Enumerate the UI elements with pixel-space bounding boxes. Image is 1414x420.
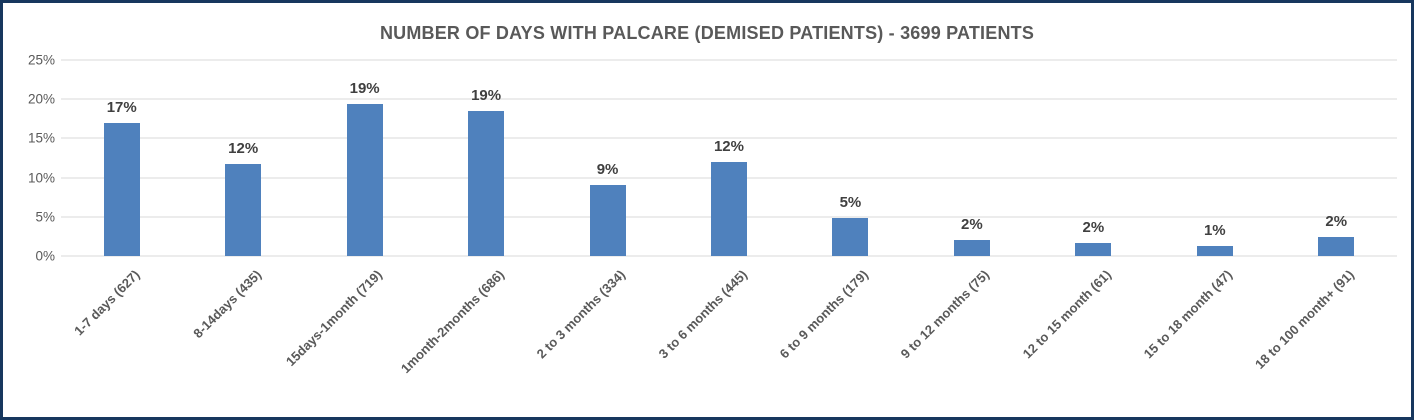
- bar: [468, 110, 505, 256]
- x-axis-label: 8-14days (435): [189, 267, 264, 341]
- chart-title: NUMBER OF DAYS WITH PALCARE (DEMISED PAT…: [379, 23, 1035, 43]
- bar: [710, 161, 747, 256]
- bar-value-label: 12%: [713, 137, 744, 155]
- x-label-cell: 8-14days (435): [182, 257, 303, 417]
- bar-series: 17% 12% 19% 19% 9% 12% 5% 2% 2% 1% 2%: [61, 60, 1397, 256]
- bar: [346, 103, 383, 256]
- y-axis: 25% 20% 15% 10% 5% 0%: [11, 53, 55, 264]
- gridline: [61, 137, 1397, 139]
- x-axis-label: 15 to 18 month (47): [1141, 267, 1236, 362]
- y-tick-label: 5%: [35, 209, 55, 225]
- bar: [1075, 243, 1112, 256]
- y-tick-label: 20%: [27, 91, 55, 107]
- bar-column: 19%: [425, 60, 546, 256]
- x-label-cell: 9 to 12 months (75): [898, 257, 1032, 417]
- bar-value-label: 19%: [471, 86, 502, 104]
- bar-column: 2%: [1276, 60, 1397, 256]
- x-label-cell: 18 to 100 month+ (91): [1252, 257, 1397, 417]
- x-label-cell: 3 to 6 months (445): [655, 257, 789, 417]
- x-axis-label: 1-7 days (627): [70, 267, 143, 339]
- x-axis-label: 9 to 12 months (75): [898, 267, 993, 362]
- y-tick-label: 15%: [27, 130, 55, 146]
- x-label-cell: 2 to 3 months (334): [534, 257, 668, 417]
- bar: [1318, 236, 1355, 256]
- bar-column: 2%: [911, 60, 1032, 256]
- y-tick-label: 25%: [27, 52, 55, 68]
- x-label-cell: 6 to 9 months (179): [777, 257, 911, 417]
- bar: [103, 123, 140, 256]
- bar-column: 12%: [668, 60, 789, 256]
- bar-value-label: 2%: [1325, 212, 1348, 230]
- x-label-cell: 15days-1month (719): [283, 257, 425, 417]
- gridline: [61, 255, 1397, 257]
- bar-column: 1%: [1154, 60, 1275, 256]
- bar: [953, 240, 990, 256]
- x-axis-label: 2 to 3 months (334): [533, 267, 629, 362]
- x-label-cell: 1-7 days (627): [61, 257, 182, 417]
- bar-value-label: 17%: [106, 99, 137, 117]
- bar-column: 19%: [304, 60, 425, 256]
- y-tick-label: 0%: [35, 248, 55, 264]
- bar: [225, 163, 262, 256]
- bar-column: 2%: [1033, 60, 1154, 256]
- bar-value-label: 12%: [228, 139, 259, 157]
- gridline: [61, 59, 1397, 61]
- bar-column: 17%: [61, 60, 182, 256]
- bar: [589, 185, 626, 256]
- bar: [832, 218, 869, 256]
- bar-value-label: 1%: [1203, 222, 1226, 240]
- x-axis: 1-7 days (627) 8-14days (435) 15days-1mont…: [61, 257, 1397, 417]
- gridline: [61, 98, 1397, 100]
- bar-value-label: 2%: [961, 216, 983, 234]
- bar: [1196, 246, 1233, 256]
- x-label-cell: 15 to 18 month (47): [1141, 257, 1275, 417]
- bar-value-label: 2%: [1082, 219, 1105, 237]
- y-tick-label: 10%: [27, 170, 55, 186]
- bar-column: 12%: [182, 60, 303, 256]
- bar-column: 5%: [790, 60, 911, 256]
- bar-value-label: 5%: [839, 194, 862, 212]
- x-label-cell: 12 to 15 month (61): [1020, 257, 1154, 417]
- plot-area: 17% 12% 19% 19% 9% 12% 5% 2% 2% 1% 2%: [61, 59, 1397, 257]
- x-axis-label: 3 to 6 months (445): [655, 267, 750, 362]
- x-label-cell: 1month-2months (686): [398, 257, 546, 417]
- bar-value-label: 9%: [596, 161, 619, 179]
- bar-value-label: 19%: [349, 79, 380, 97]
- bar-column: 9%: [547, 60, 668, 256]
- x-axis-label: 6 to 9 months (179): [776, 267, 872, 362]
- x-axis-label: 12 to 15 month (61): [1019, 267, 1114, 362]
